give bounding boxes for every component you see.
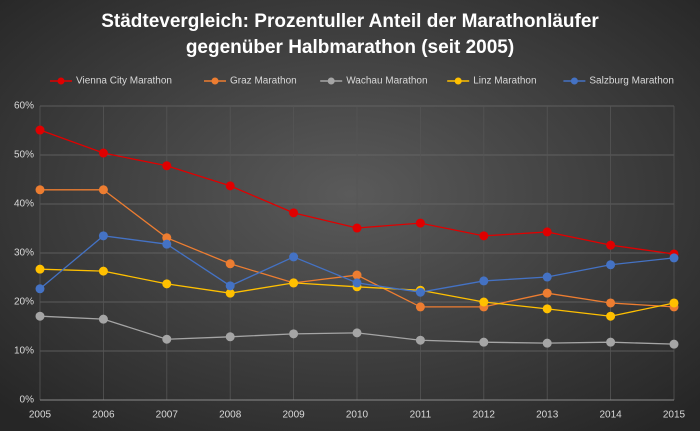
data-point bbox=[479, 276, 489, 286]
y-tick-label: 60% bbox=[14, 101, 34, 112]
y-tick-label: 10% bbox=[14, 346, 34, 357]
chart-title-line-1: Städtevergleich: Prozentuller Anteil der… bbox=[101, 11, 599, 58]
data-point bbox=[98, 266, 108, 276]
data-point bbox=[162, 239, 172, 249]
data-point bbox=[352, 328, 362, 338]
data-point bbox=[415, 335, 425, 345]
legend-marker bbox=[211, 77, 219, 85]
y-tick-label: 20% bbox=[14, 297, 34, 308]
y-tick-label: 50% bbox=[14, 150, 34, 161]
data-point bbox=[542, 304, 552, 314]
legend-label: Graz Marathon bbox=[230, 76, 297, 87]
legend-marker bbox=[454, 77, 462, 85]
data-point bbox=[289, 329, 299, 339]
data-point bbox=[35, 125, 45, 135]
x-tick-label: 2010 bbox=[346, 410, 369, 421]
legend-marker bbox=[57, 77, 65, 85]
x-tick-label: 2008 bbox=[219, 410, 242, 421]
data-point bbox=[542, 272, 552, 282]
data-point bbox=[606, 337, 616, 347]
data-point bbox=[542, 227, 552, 237]
x-tick-label: 2011 bbox=[410, 410, 432, 421]
data-point bbox=[225, 281, 235, 291]
data-point bbox=[98, 185, 108, 195]
data-point bbox=[162, 233, 172, 243]
x-tick-label: 2012 bbox=[473, 410, 496, 421]
data-point bbox=[162, 161, 172, 171]
x-tick-label: 2015 bbox=[663, 410, 686, 421]
x-tick-label: 2009 bbox=[282, 410, 305, 421]
data-point bbox=[606, 260, 616, 270]
data-point bbox=[35, 264, 45, 274]
y-tick-label: 30% bbox=[14, 248, 34, 259]
y-tick-label: 0% bbox=[20, 395, 35, 406]
data-point bbox=[98, 231, 108, 241]
data-point bbox=[225, 181, 235, 191]
data-point bbox=[606, 298, 616, 308]
data-point bbox=[225, 259, 235, 269]
data-point bbox=[352, 270, 362, 280]
data-point bbox=[225, 288, 235, 298]
data-point bbox=[35, 185, 45, 195]
data-point bbox=[542, 288, 552, 298]
data-point bbox=[606, 240, 616, 250]
legend-label: Salzburg Marathon bbox=[589, 76, 674, 87]
data-point bbox=[98, 148, 108, 158]
x-tick-label: 2005 bbox=[29, 410, 52, 421]
data-point bbox=[289, 252, 299, 262]
data-point bbox=[98, 314, 108, 324]
data-point bbox=[162, 334, 172, 344]
data-point bbox=[35, 284, 45, 294]
data-point bbox=[606, 311, 616, 321]
data-point bbox=[669, 298, 679, 308]
y-tick-label: 40% bbox=[14, 199, 34, 210]
data-point bbox=[669, 253, 679, 263]
data-point bbox=[35, 311, 45, 321]
x-tick-label: 2007 bbox=[156, 410, 179, 421]
data-point bbox=[415, 218, 425, 228]
data-point bbox=[289, 278, 299, 288]
data-point bbox=[479, 231, 489, 241]
legend-label: Linz Marathon bbox=[473, 76, 536, 87]
x-tick-label: 2013 bbox=[536, 410, 559, 421]
data-point bbox=[352, 223, 362, 233]
data-point bbox=[225, 332, 235, 342]
data-point bbox=[415, 302, 425, 312]
legend-marker bbox=[570, 77, 578, 85]
data-point bbox=[289, 208, 299, 218]
data-point bbox=[542, 338, 552, 348]
legend-marker bbox=[327, 77, 335, 85]
data-point bbox=[479, 297, 489, 307]
data-point bbox=[162, 279, 172, 289]
data-point bbox=[415, 287, 425, 297]
data-point bbox=[669, 339, 679, 349]
x-tick-label: 2014 bbox=[599, 410, 622, 421]
data-point bbox=[479, 337, 489, 347]
data-point bbox=[352, 278, 362, 288]
legend-label: Vienna City Marathon bbox=[76, 76, 172, 87]
x-tick-label: 2006 bbox=[92, 410, 115, 421]
legend-label: Wachau Marathon bbox=[346, 76, 427, 87]
